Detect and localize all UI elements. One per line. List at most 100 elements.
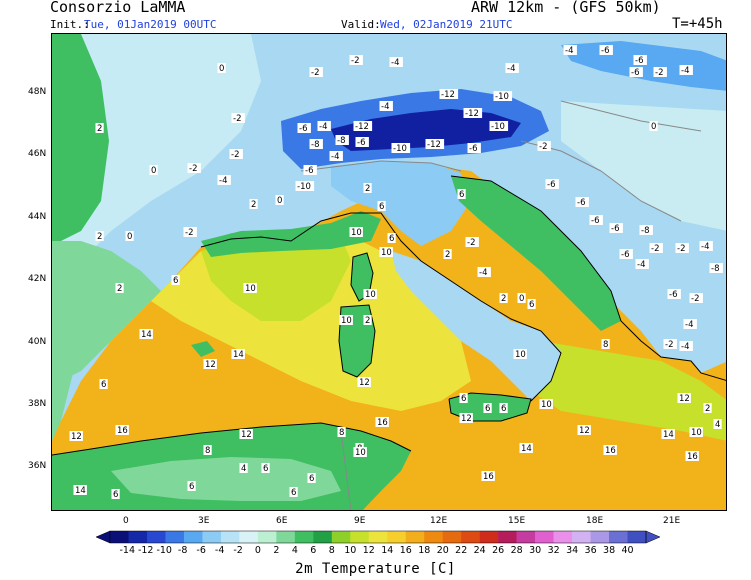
temp-label: -4 (681, 66, 689, 76)
temp-label-bg (663, 339, 677, 349)
temp-label: 2 (117, 284, 122, 294)
colorbar (95, 530, 661, 544)
temp-label: 16 (483, 472, 494, 482)
temp-label-bg (357, 377, 371, 387)
temp-label: -2 (655, 68, 663, 78)
colorbar-swatch (350, 531, 370, 543)
colorbar-swatch (110, 531, 129, 543)
temp-label-bg (243, 283, 257, 293)
temp-label-bg (713, 419, 722, 429)
temp-label: 2 (365, 316, 370, 326)
temp-label: 10 (351, 228, 362, 238)
colorbar-value: 0 (254, 545, 261, 556)
temp-label: -2 (351, 56, 359, 66)
temp-label-bg (379, 101, 393, 111)
temp-label-bg (633, 55, 647, 65)
temp-label: 6 (291, 488, 296, 498)
lon-label: 3E (198, 516, 210, 526)
temp-label: -4 (685, 320, 693, 330)
map-borders (300, 100, 702, 510)
lon-label: 0 (123, 516, 129, 526)
temp-label-bg (629, 67, 643, 77)
temp-label: 6 (113, 490, 118, 500)
map-spain (52, 241, 161, 381)
map-atlantic (52, 34, 109, 241)
colorbar-max-arrow (645, 530, 661, 544)
colorbar-swatch (128, 531, 148, 543)
temp-label: 4 (241, 464, 246, 474)
temp-label: -6 (611, 224, 619, 234)
temp-label: -6 (631, 68, 639, 78)
map-sea-green-ligurian (201, 211, 381, 257)
temp-label: 6 (485, 404, 490, 414)
temp-label: -4 (381, 102, 389, 112)
colorbar-swatch (313, 531, 333, 543)
temp-label-bg (391, 143, 411, 153)
temp-label: -2 (231, 150, 239, 160)
colorbar-value: 30 (529, 545, 542, 556)
map-po-valley (331, 161, 471, 246)
temp-label: -6 (635, 56, 643, 66)
colorbar-swatch (498, 531, 517, 543)
temp-label-bg (545, 179, 559, 189)
temp-label: 14 (663, 430, 674, 440)
temp-label-bg (363, 183, 372, 193)
temp-label: -6 (577, 198, 585, 208)
temp-label: -6 (601, 46, 609, 56)
temp-label-bg (685, 451, 699, 461)
colorbar-swatch (572, 531, 591, 543)
temp-label-bg (115, 425, 129, 435)
temp-label: 0 (277, 196, 282, 206)
colorbar-value: 24 (473, 545, 486, 556)
temp-label-bg (239, 429, 253, 439)
temp-label-bg (679, 65, 693, 75)
colorbar-swatch (442, 531, 462, 543)
temp-label-bg (95, 123, 104, 133)
temp-label: 6 (189, 482, 194, 492)
map-north-africa-light (111, 457, 341, 501)
temp-label-bg (335, 135, 349, 145)
temp-label-bg (149, 165, 158, 175)
temp-label-bg (477, 267, 491, 277)
temp-label: -12 (427, 140, 441, 150)
temp-label: 14 (75, 486, 86, 496)
colorbar-swatch (368, 531, 388, 543)
temp-label: -2 (691, 294, 699, 304)
temp-label: 2 (365, 184, 370, 194)
temp-label-bg (203, 359, 217, 369)
temp-label-bg (139, 329, 153, 339)
colorbar-swatch (627, 531, 647, 543)
colorbar-swatch (387, 531, 407, 543)
lat-label: 46N (28, 149, 47, 159)
temp-label: 8 (339, 428, 344, 438)
temp-label: 16 (687, 452, 698, 462)
temp-label-bg (349, 55, 363, 65)
map-alps-deep (331, 109, 521, 151)
temp-label: 6 (459, 190, 464, 200)
temp-label-bg (661, 429, 675, 439)
lon-label: 18E (586, 516, 604, 526)
temp-label: 12 (579, 426, 590, 436)
temp-label-bg (307, 473, 316, 483)
temp-label: 16 (605, 446, 616, 456)
lat-label: 36N (28, 461, 47, 471)
temp-label-bg (339, 315, 353, 325)
colorbar-value: 22 (455, 545, 468, 556)
temp-label: -6 (669, 290, 677, 300)
temp-label-bg (599, 45, 613, 55)
temp-label-bg (297, 123, 311, 133)
colorbar-value: 38 (603, 545, 616, 556)
lat-label: 48N (28, 87, 47, 97)
temp-label-bg (481, 471, 495, 481)
temp-label-bg (425, 139, 445, 149)
temp-label-bg (467, 143, 481, 153)
colorbar-value: -10 (156, 545, 172, 556)
temp-label: -4 (701, 242, 709, 252)
colorbar-swatch (276, 531, 296, 543)
temp-label: 6 (529, 300, 534, 310)
valid-label: Valid: (341, 18, 381, 31)
temp-label: -4 (319, 122, 327, 132)
temp-label: 2 (445, 250, 450, 260)
temp-label: -6 (547, 180, 555, 190)
temp-label: -6 (305, 166, 313, 176)
